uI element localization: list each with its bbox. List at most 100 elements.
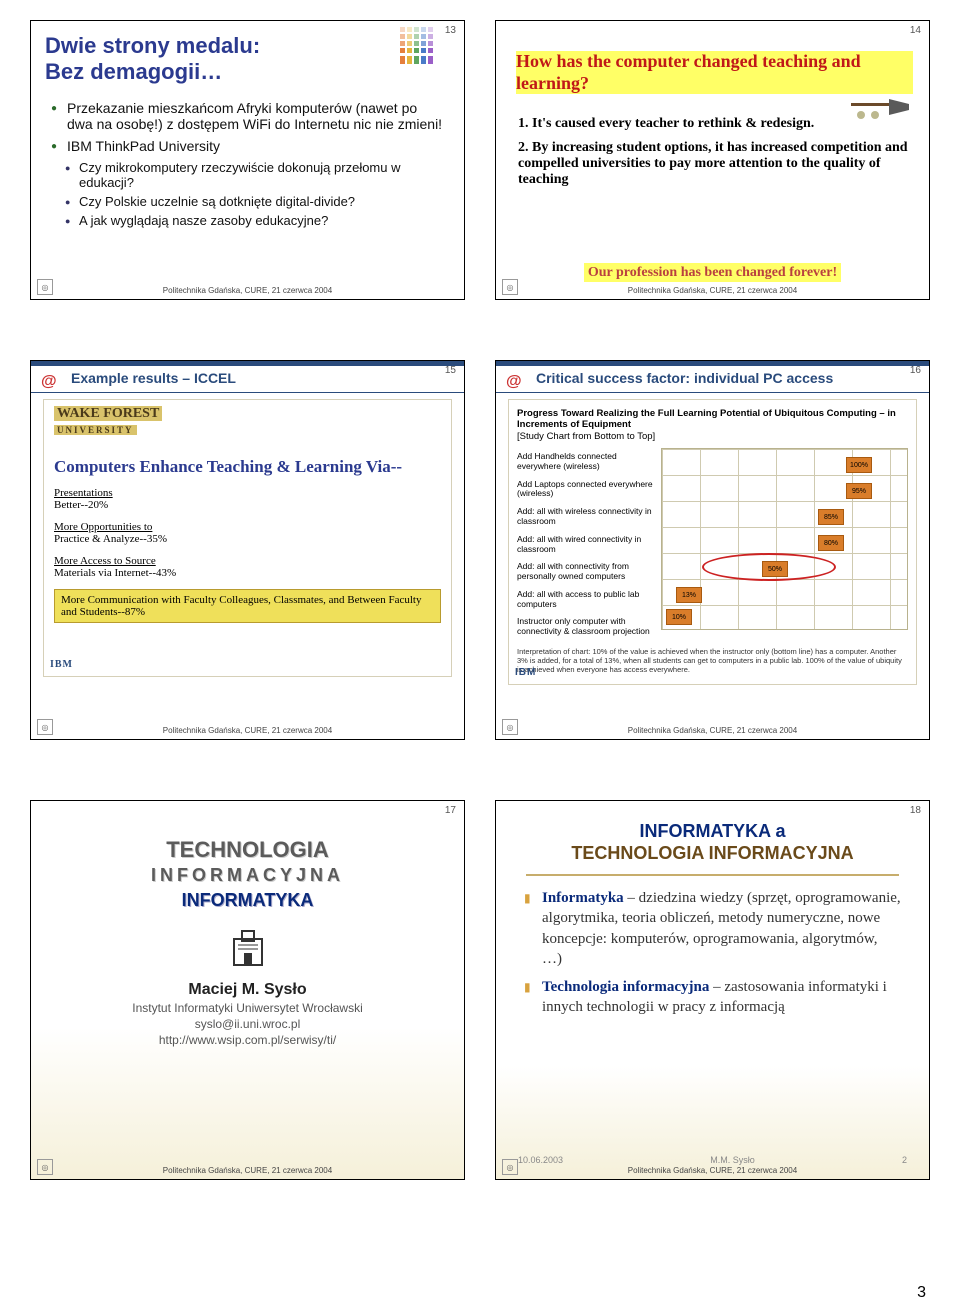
inner-title: Critical success factor: individual PC a…: [496, 366, 929, 388]
chart-bar: 13%: [676, 587, 702, 603]
chart-grid: 100% 95%85% 80% 50% 13% 10%: [661, 448, 908, 630]
chart-bar: 50%: [762, 561, 788, 577]
title-highlighted: How has the computer changed teaching an…: [516, 51, 913, 94]
chart-bar: 10%: [666, 609, 692, 625]
inner-header: @ Example results – ICCEL: [31, 366, 464, 393]
wf-line2: UNIVERSITY: [54, 425, 137, 435]
bullet: IBM ThinkPad University: [51, 138, 444, 154]
title-block: TECHNOLOGIA INFORMACYJNA INFORMATYKA: [31, 801, 464, 911]
sub-bullet: Czy Polskie uczelnie są dotknięte digita…: [65, 194, 444, 209]
inner-frame: WAKE FOREST UNIVERSITY Computers Enhance…: [43, 399, 452, 677]
inner-header: @ Critical success factor: individual PC…: [496, 366, 929, 393]
slide-15: 15 @ Example results – ICCEL WAKE FOREST…: [30, 360, 465, 740]
sub-line1: Progress Toward Realizing the Full Learn…: [517, 408, 896, 430]
body: Informatyka – dziedzina wiedzy (sprzęt, …: [496, 888, 929, 1018]
slide-number: 17: [445, 805, 456, 816]
slide-title: How has the computer changed teaching an…: [496, 21, 929, 98]
wf-line1: WAKE FOREST: [54, 406, 162, 421]
chart-row-label: Add Laptops connected everywhere (wirele…: [517, 480, 657, 500]
slide-14: 14 How has the computer changed teaching…: [495, 20, 930, 300]
slide-number: 18: [910, 805, 921, 816]
slide-footer: Politechnika Gdańska, CURE, 21 czerwca 2…: [496, 726, 929, 735]
chart-bar: 80%: [818, 535, 844, 551]
foot-page: 2: [902, 1155, 907, 1165]
title-line-2: TECHNOLOGIA INFORMACYJNA: [571, 843, 853, 863]
shovel-icon: [851, 93, 911, 121]
author-name: Maciej M. Sysło: [31, 981, 464, 999]
slide-number: 15: [445, 365, 456, 376]
swirl-icon: @: [41, 373, 57, 391]
building-icon: [228, 929, 268, 969]
slide-footer: Politechnika Gdańska, CURE, 21 czerwca 2…: [31, 286, 464, 295]
slide-footer: Politechnika Gdańska, CURE, 21 czerwca 2…: [31, 726, 464, 735]
slide-16: 16 @ Critical success factor: individual…: [495, 360, 930, 740]
row-value: Practice & Analyze--35%: [54, 533, 167, 545]
slide-17: 17 TECHNOLOGIA INFORMACYJNA INFORMATYKA …: [30, 800, 465, 1180]
highlight-box: More Communication with Faculty Colleagu…: [54, 589, 441, 623]
chart: Add Handhelds connected everywhere (wire…: [517, 448, 908, 641]
chart-bar: 95%: [846, 483, 872, 499]
chart-row-label: Add: all with wired connectivity in clas…: [517, 535, 657, 555]
title-line-1: TECHNOLOGIA: [31, 837, 464, 863]
inner-frame: Progress Toward Realizing the Full Learn…: [508, 399, 917, 685]
term: Technologia informacyjna: [542, 979, 709, 995]
color-dot-logo: [400, 27, 434, 64]
title-line-1: INFORMATYKA a: [640, 821, 786, 841]
slide-13: 13 Dwie strony medalu: Bez demagogii… Pr…: [30, 20, 465, 300]
ibm-logo: IBM: [50, 659, 73, 670]
chart-row-label: Add: all with wireless connectivity in c…: [517, 507, 657, 527]
result-row: More Opportunities to Practice & Analyze…: [54, 521, 441, 545]
chart-bar: 100%: [846, 457, 872, 473]
title-line-2: INFORMACYJNA: [31, 865, 464, 886]
title-line-2: Bez demagogii…: [45, 59, 450, 85]
author-block: Maciej M. Sysło Instytut Informatyki Uni…: [31, 981, 464, 1047]
subheading: Computers Enhance Teaching & Learning Vi…: [54, 458, 441, 477]
sub-bullet: A jak wyglądają nasze zasoby edukacyjne?: [65, 213, 444, 228]
title-line-3: INFORMATYKA: [31, 890, 464, 911]
result-row: More Access to Source Materials via Inte…: [54, 555, 441, 579]
subtitle: Progress Toward Realizing the Full Learn…: [517, 408, 908, 442]
chart-bar: 85%: [818, 509, 844, 525]
chart-row-label: Add Handhelds connected everywhere (wire…: [517, 452, 657, 472]
chart-row-label: Add: all with connectivity from personal…: [517, 562, 657, 582]
chart-row-label: Instructor only computer with connectivi…: [517, 617, 657, 637]
slides-grid: 13 Dwie strony medalu: Bez demagogii… Pr…: [0, 0, 960, 1220]
list-item: Technologia informacyjna – zastosowania …: [524, 977, 901, 1018]
highlight-footer: Our profession has been changed forever!: [496, 265, 929, 281]
divider: [526, 874, 899, 876]
slide-18: 18 INFORMATYKA a TECHNOLOGIA INFORMACYJN…: [495, 800, 930, 1180]
slide-number: 13: [445, 25, 456, 36]
page-number: 3: [917, 1284, 926, 1302]
slide-number: 16: [910, 365, 921, 376]
wake-forest-logo: WAKE FOREST UNIVERSITY: [54, 406, 441, 438]
row-value: Materials via Internet--43%: [54, 567, 176, 579]
slide-footer: Politechnika Gdańska, CURE, 21 czerwca 2…: [496, 286, 929, 295]
inner-footer: 10.06.2003 M.M. Sysło 2: [496, 1155, 929, 1165]
author-email: syslo@ii.uni.wroc.pl: [31, 1017, 464, 1031]
chart-row-label: Add: all with access to public lab compu…: [517, 590, 657, 610]
list-item: Informatyka – dziedzina wiedzy (sprzęt, …: [524, 888, 901, 969]
title-line-1: Dwie strony medalu:: [45, 33, 450, 59]
row-value: Better--20%: [54, 499, 108, 511]
swirl-icon: @: [506, 373, 522, 391]
slide-bg: 18 INFORMATYKA a TECHNOLOGIA INFORMACYJN…: [496, 801, 929, 1179]
inner-title: Example results – ICCEL: [31, 366, 464, 388]
slide-footer: Politechnika Gdańska, CURE, 21 czerwca 2…: [31, 1166, 464, 1175]
slide-bg: 17 TECHNOLOGIA INFORMACYJNA INFORMATYKA …: [31, 801, 464, 1179]
footer-highlight-text: Our profession has been changed forever!: [584, 263, 841, 282]
term: Informatyka: [542, 890, 624, 906]
list-item: 2. By increasing student options, it has…: [518, 140, 911, 188]
title-block: INFORMATYKA a TECHNOLOGIA INFORMACYJNA: [496, 801, 929, 870]
row-label: More Access to Source: [54, 555, 156, 567]
foot-author: M.M. Sysło: [710, 1155, 755, 1165]
result-row: Presentations Better--20%: [54, 487, 441, 511]
row-label: More Opportunities to: [54, 521, 152, 533]
sub-line2: [Study Chart from Bottom to Top]: [517, 431, 655, 442]
slide-footer: Politechnika Gdańska, CURE, 21 czerwca 2…: [496, 1166, 929, 1175]
row-label: Presentations: [54, 487, 113, 499]
foot-date: 10.06.2003: [518, 1155, 563, 1165]
bullet: Przekazanie mieszkańcom Afryki komputeró…: [51, 100, 444, 132]
slide-body: Przekazanie mieszkańcom Afryki komputeró…: [31, 100, 464, 228]
sub-bullet: Czy mikrokomputery rzeczywiście dokonują…: [65, 160, 444, 190]
author-url: http://www.wsip.com.pl/serwisy/ti/: [31, 1033, 464, 1047]
